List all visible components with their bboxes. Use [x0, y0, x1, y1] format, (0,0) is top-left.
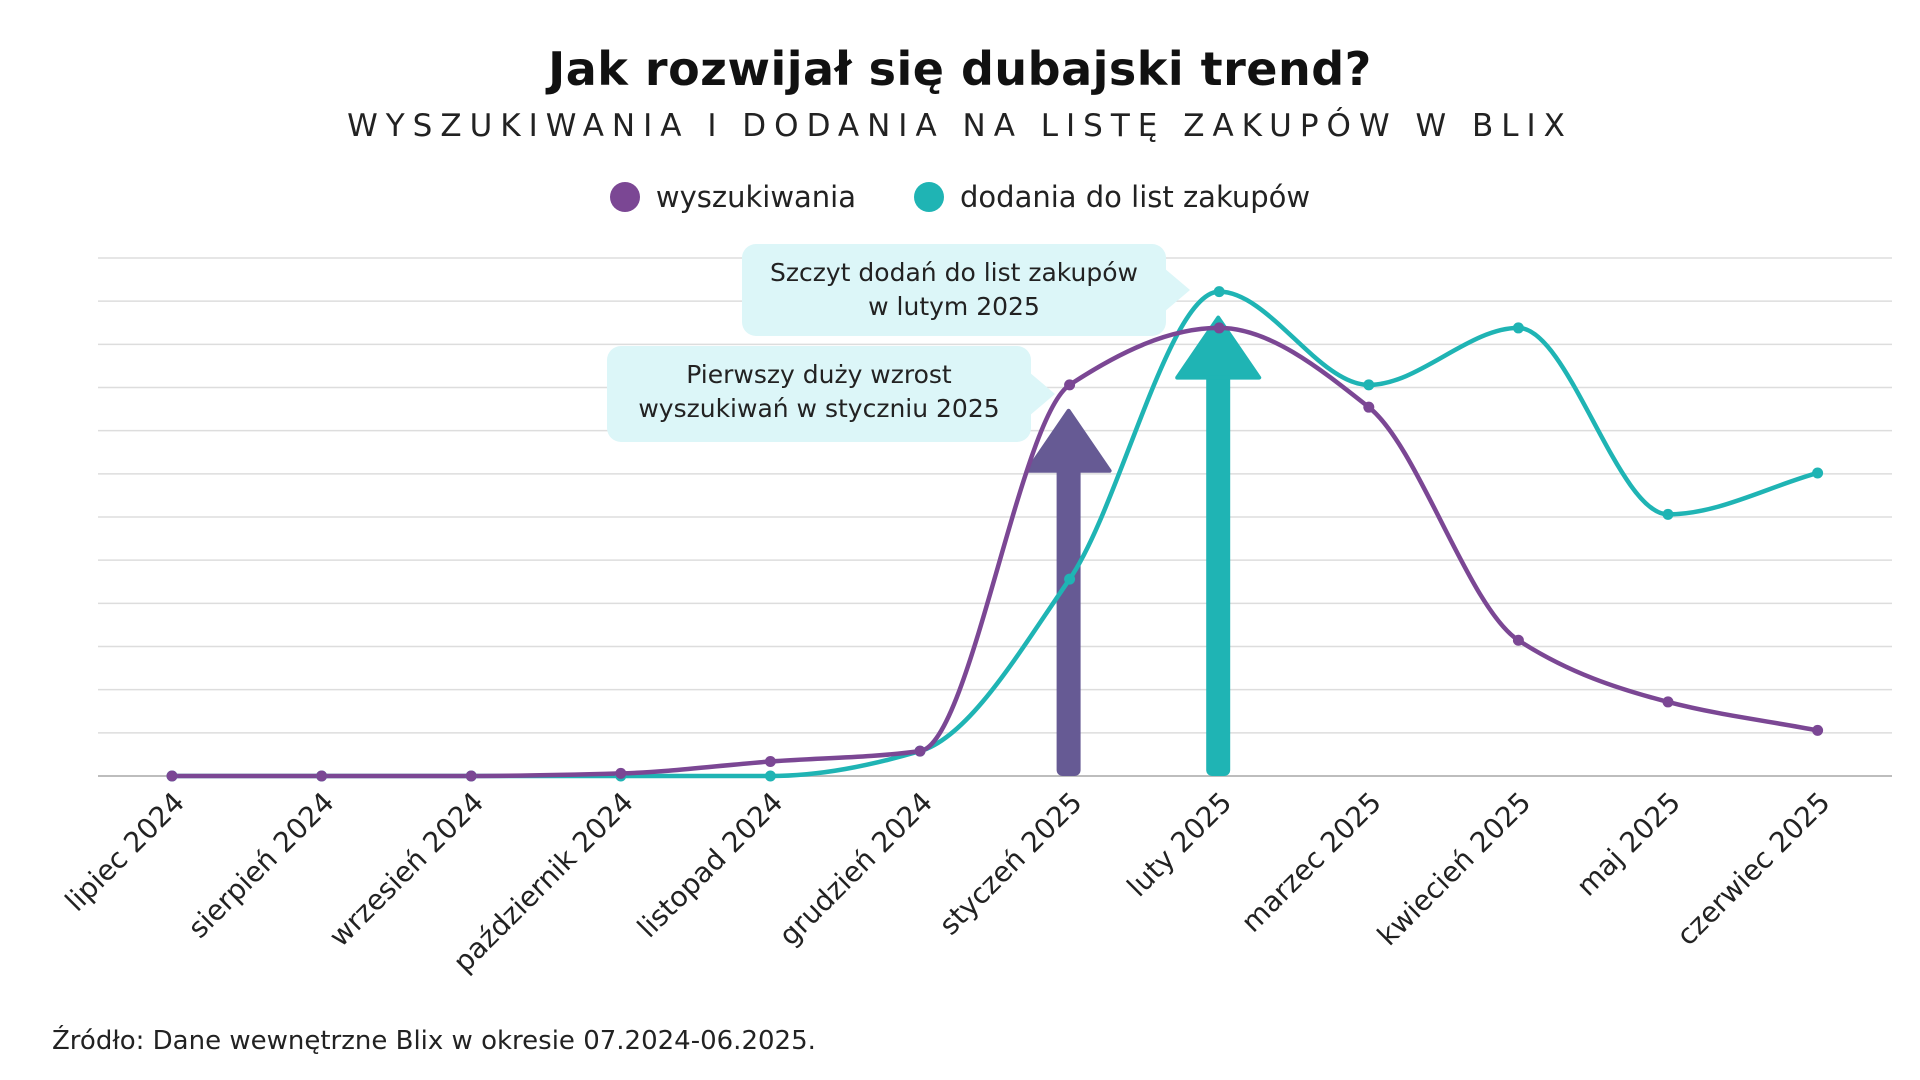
data-point-searches: [764, 755, 776, 767]
annotation-peak-line2: w lutym 2025: [868, 292, 1040, 321]
x-tick-label: grudzień 2024: [772, 786, 938, 952]
annotation-rise-line1: Pierwszy duży wzrost: [686, 360, 952, 389]
x-tick-label: kwiecień 2025: [1371, 786, 1537, 952]
data-point-searches: [1812, 724, 1824, 736]
legend-item-additions: dodania do list zakupów: [914, 180, 1310, 214]
x-tick-label: lipiec 2024: [59, 786, 191, 918]
data-point-additions: [1512, 322, 1524, 334]
x-tick-label: maj 2025: [1570, 786, 1687, 903]
highlight-arrows: [1025, 315, 1262, 776]
legend-item-searches: wyszukiwania: [609, 180, 857, 214]
data-point-searches: [914, 745, 926, 757]
x-tick-label: czerwiec 2025: [1670, 786, 1836, 952]
data-point-searches: [1512, 634, 1524, 646]
annotation-peak-additions: Szczyt dodań do list zakupów w lutym 202…: [742, 244, 1166, 336]
annotation-peak-line1: Szczyt dodań do list zakupów: [770, 258, 1138, 287]
data-point-searches: [1662, 696, 1674, 708]
data-point-additions: [1363, 379, 1375, 391]
arrow-head: [1175, 315, 1262, 380]
legend: wyszukiwania dodania do list zakupów: [0, 180, 1920, 214]
x-tick-label: marzec 2025: [1235, 786, 1388, 939]
data-point-searches: [1363, 401, 1375, 413]
data-point-additions: [1213, 286, 1225, 298]
data-point-searches: [316, 770, 328, 782]
annotation-rise-pointer: [1029, 372, 1055, 416]
legend-dot-additions: [914, 182, 945, 212]
x-tick-label: sierpień 2024: [182, 786, 341, 945]
data-point-additions: [1662, 508, 1674, 520]
arrow-shaft: [1206, 373, 1231, 776]
arrow-shaft: [1056, 466, 1081, 776]
chart-title: Jak rozwijał się dubajski trend?: [548, 42, 1372, 96]
x-tick-label: wrzesień 2024: [323, 786, 490, 953]
data-point-searches: [615, 767, 627, 779]
data-point-searches: [465, 770, 477, 782]
annotation-first-rise: Pierwszy duży wzrost wyszukiwań w styczn…: [607, 346, 1031, 442]
legend-label-additions: dodania do list zakupów: [960, 180, 1311, 214]
arrow-head: [1025, 408, 1112, 473]
data-point-additions: [1064, 573, 1076, 585]
x-tick-label: luty 2025: [1121, 786, 1239, 904]
source-note: Źródło: Dane wewnętrzne Blix w okresie 0…: [52, 1026, 816, 1056]
data-point-additions: [764, 770, 776, 782]
data-point-searches: [1064, 379, 1076, 391]
arrow-searches-rise: [1025, 408, 1112, 776]
data-points: [166, 286, 1824, 782]
arrow-additions-peak: [1175, 315, 1262, 776]
legend-dot-searches: [609, 182, 640, 212]
data-point-additions: [1812, 467, 1824, 479]
x-tick-label: listopad 2024: [631, 786, 789, 944]
annotation-peak-pointer: [1164, 268, 1190, 312]
annotation-rise-line2: wyszukiwań w styczniu 2025: [638, 394, 1000, 423]
legend-label-searches: wyszukiwania: [655, 180, 857, 214]
data-point-searches: [1213, 322, 1225, 334]
chart-subtitle: WYSZUKIWANIA I DODANIA NA LISTĘ ZAKUPÓW …: [347, 108, 1573, 144]
data-point-searches: [166, 770, 178, 782]
x-tick-label: styczeń 2025: [933, 786, 1089, 942]
